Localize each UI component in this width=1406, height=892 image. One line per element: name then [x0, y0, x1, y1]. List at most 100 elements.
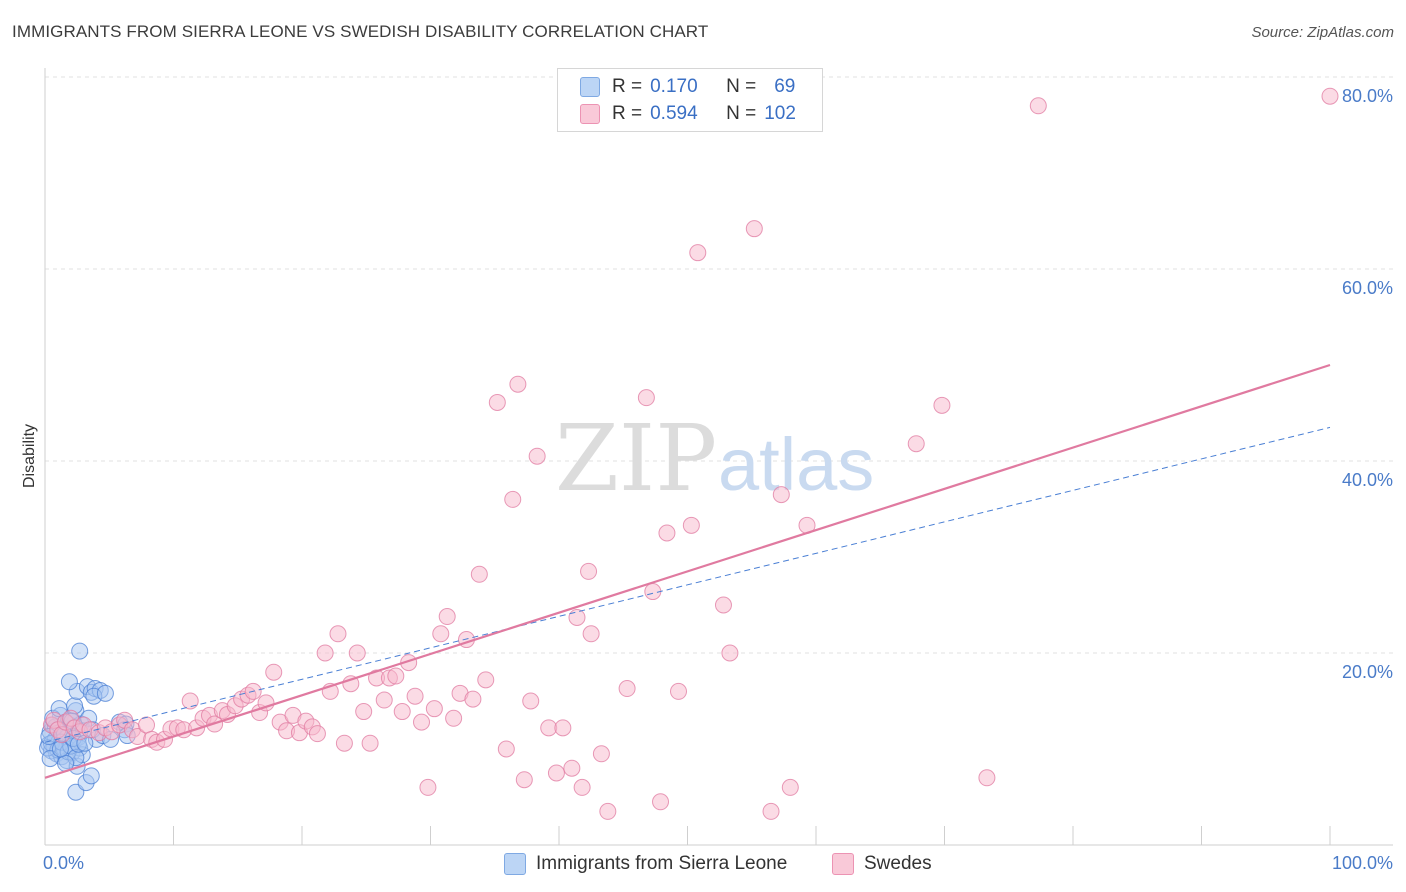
swedes-point-59: [406, 687, 424, 705]
swedes-point-87: [599, 802, 617, 820]
immigrants-point-52: [71, 642, 89, 660]
trend-lines: [44, 363, 1331, 779]
grid-lines: [45, 76, 1393, 654]
x-tick-label-1: 100.0%: [1332, 853, 1393, 873]
swedes-point-84: [580, 562, 598, 580]
x-tick-label-0: 0.0%: [43, 853, 84, 873]
swedes-point-57: [393, 703, 411, 721]
tick-labels: 20.0% 40.0% 60.0% 80.0% 0.0% 100.0%: [43, 86, 1393, 873]
swedes-point-52: [361, 734, 379, 752]
watermark-atlas: atlas: [718, 423, 874, 506]
bottom-legend-label-immigrants: Immigrants from Sierra Leone: [536, 853, 788, 874]
swedes-point-61: [419, 778, 437, 796]
swedes-point-69: [470, 565, 488, 583]
swedes-point-63: [432, 625, 450, 643]
swedes-point-85: [582, 625, 600, 643]
swedes-point-89: [637, 389, 655, 407]
legend-row-swedes: R = 0.594 N = 102: [580, 101, 796, 127]
swedes-point-80: [554, 719, 572, 737]
legend-n-label: N =: [726, 76, 757, 97]
immigrants-point-51: [96, 684, 114, 702]
legend-n-value: 69: [774, 76, 796, 97]
y-tick-label-1: 40.0%: [1342, 470, 1393, 490]
swedes-point-105: [1321, 87, 1339, 105]
swedes-point-51: [355, 703, 373, 721]
swedes-point-71: [488, 393, 506, 411]
swedes-point-88: [618, 680, 636, 698]
swedes-point-54: [375, 691, 393, 709]
swedes-point-83: [573, 778, 591, 796]
swedes-point-45: [316, 644, 334, 662]
swedes-point-73: [504, 490, 522, 508]
swedes-point-93: [670, 682, 688, 700]
swedes-point-77: [528, 447, 546, 465]
swedes-point-92: [658, 524, 676, 542]
legend-r-value: 0.170: [650, 76, 698, 97]
bottom-legend-label-swedes: Swedes: [864, 853, 932, 874]
swedes-point-74: [509, 375, 527, 393]
chart-title: IMMIGRANTS FROM SIERRA LEONE VS SWEDISH …: [12, 22, 709, 41]
y-tick-label-0: 20.0%: [1342, 662, 1393, 682]
swedes-point-101: [907, 435, 925, 453]
legend-row-immigrants: R = 0.170 N = 69: [580, 74, 795, 100]
y-tick-label-2: 60.0%: [1342, 278, 1393, 298]
bottom-legend-immigrants: Immigrants from Sierra Leone: [504, 851, 787, 877]
immigrants-point-44: [60, 673, 78, 691]
swedes-point-81: [563, 759, 581, 777]
swedes-point-65: [445, 709, 463, 727]
swedes-point-60: [413, 713, 431, 731]
source-label: Source: ZipAtlas.com: [1251, 24, 1394, 41]
swedes-point-72: [497, 740, 515, 758]
swedes-point-91: [652, 793, 670, 811]
legend-r-label: R =: [612, 76, 643, 97]
y-axis-title: Disability: [21, 424, 38, 488]
axes: [44, 68, 1393, 846]
swedes-point-47: [329, 625, 347, 643]
legend-swatch-swedes: [580, 104, 600, 124]
swedes-point-107: [762, 802, 780, 820]
swedes-point-64: [438, 608, 456, 626]
swedes-point-76: [522, 692, 540, 710]
legend-n-value: 102: [764, 103, 796, 124]
watermark-zip: ZIP: [555, 405, 717, 512]
legend-n-label: N =: [726, 103, 757, 124]
swedes-point-36: [257, 694, 275, 712]
swedes-point-78: [540, 719, 558, 737]
swedes-point-24: [181, 692, 199, 710]
legend-swatch-immigrants: [580, 77, 600, 97]
swedes-point-97: [721, 644, 739, 662]
swedes-point-106: [781, 778, 799, 796]
swedes-point-96: [714, 596, 732, 614]
bottom-legend-swatch-swedes: [832, 853, 854, 875]
swedes-point-79: [547, 764, 565, 782]
series-swedes-points: [42, 87, 1339, 820]
swedes-point-86: [592, 745, 610, 763]
swedes-point-95: [689, 244, 707, 262]
immigrants-point-68: [51, 740, 69, 758]
swedes-point-50: [348, 644, 366, 662]
swedes-point-102: [933, 396, 951, 414]
swedes-point-17: [138, 716, 156, 734]
immigrants-trend-line: [44, 426, 1331, 743]
swedes-point-56: [387, 667, 405, 685]
swedes-trend-line: [44, 363, 1331, 779]
swedes-point-37: [265, 663, 283, 681]
swedes-point-70: [477, 671, 495, 689]
legend-r-label: R =: [612, 103, 643, 124]
bottom-legend-swedes: Swedes: [832, 851, 932, 877]
bottom-legend-swatch-immigrants: [504, 853, 526, 875]
swedes-point-99: [772, 486, 790, 504]
swedes-point-103: [978, 769, 996, 787]
swedes-point-82: [568, 608, 586, 626]
swedes-point-94: [682, 516, 700, 534]
legend-r-value: 0.594: [650, 103, 698, 124]
swedes-point-75: [515, 771, 533, 789]
swedes-point-44: [308, 725, 326, 743]
correlation-legend: R = 0.170 N = 69 R = 0.594 N = 102: [557, 68, 823, 132]
y-tick-label-3: 80.0%: [1342, 86, 1393, 106]
swedes-point-104: [1029, 97, 1047, 115]
swedes-point-62: [425, 700, 443, 718]
swedes-point-48: [335, 734, 353, 752]
immigrants-point-55: [82, 767, 100, 785]
